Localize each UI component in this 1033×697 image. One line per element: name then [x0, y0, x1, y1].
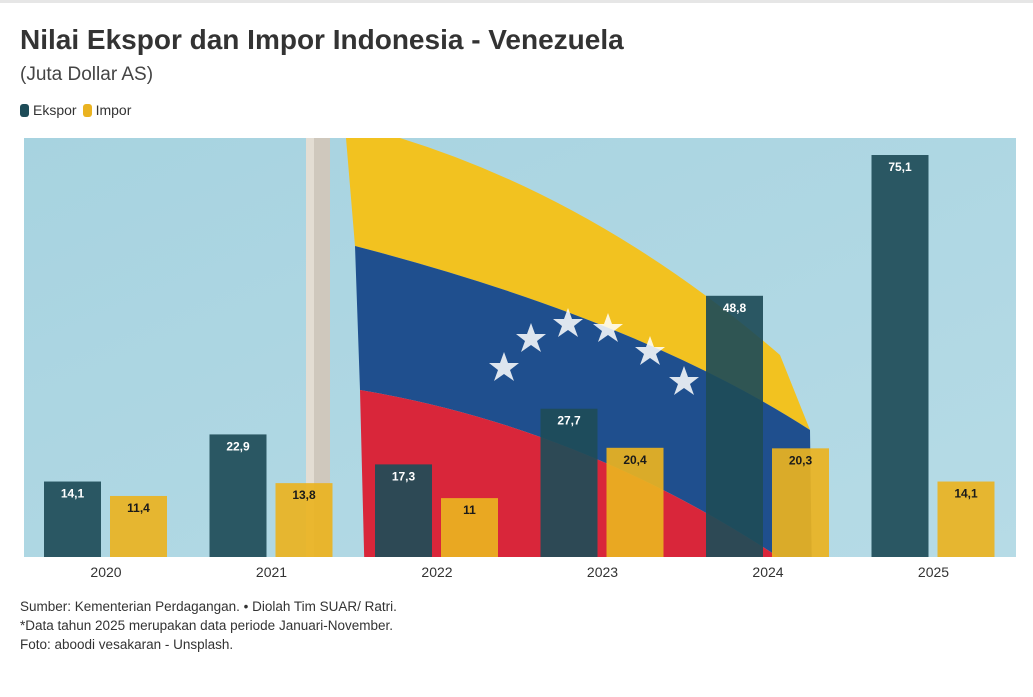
x-tick-label-2024: 2024: [752, 564, 783, 580]
bar-ekspor-2024[interactable]: [706, 295, 763, 557]
bar-impor-2020[interactable]: [110, 495, 167, 557]
data-label-impor-2022: 11: [463, 503, 476, 517]
background-photo-venezuela-flag: [24, 138, 1016, 557]
photo-credit: Foto: aboodi vesakaran - Unsplash.: [20, 637, 234, 652]
data-label-impor-2025: 14,1: [954, 487, 978, 501]
source-note: Sumber: Kementerian Perdagangan. • Diola…: [20, 599, 397, 614]
bar-ekspor-2022[interactable]: [375, 464, 432, 557]
legend-swatch-impor: [82, 103, 92, 117]
x-tick-label-2022: 2022: [421, 564, 452, 580]
data-label-impor-2024: 20,3: [789, 453, 813, 467]
x-tick-label-2021: 2021: [256, 564, 287, 580]
legend-item-ekspor[interactable]: Ekspor: [20, 102, 77, 118]
legend-label-impor: Impor: [95, 102, 132, 118]
data-label-ekspor-2020: 14,1: [61, 487, 85, 501]
footnotes: Sumber: Kementerian Perdagangan. • Diola…: [20, 597, 397, 654]
bar-ekspor-2021[interactable]: [209, 434, 267, 557]
bar-impor-2024[interactable]: [772, 448, 829, 557]
x-tick-label-2023: 2023: [587, 564, 618, 580]
bar-impor-2022[interactable]: [441, 498, 498, 557]
bar-impor-2025[interactable]: [937, 481, 995, 557]
bar-ekspor-2020[interactable]: [44, 481, 101, 557]
chart-subtitle: (Juta Dollar AS): [20, 64, 154, 85]
legend-swatch-ekspor: [20, 103, 29, 117]
data-label-ekspor-2022: 17,3: [392, 469, 416, 483]
chart-title: Nilai Ekspor dan Impor Indonesia - Venez…: [20, 24, 624, 55]
bar-ekspor-2025[interactable]: [871, 155, 929, 557]
top-divider: [0, 0, 1033, 3]
legend-item-impor[interactable]: Impor: [82, 102, 132, 118]
data-label-ekspor-2025: 75,1: [888, 160, 912, 174]
data-note: *Data tahun 2025 merupakan data periode …: [20, 618, 393, 633]
data-label-ekspor-2023: 27,7: [557, 414, 581, 428]
legend: Ekspor Impor: [20, 102, 137, 118]
x-tick-label-2020: 2020: [90, 564, 121, 580]
data-label-ekspor-2021: 22,9: [226, 439, 250, 453]
x-tick-label-2025: 2025: [918, 564, 949, 580]
bar-impor-2023[interactable]: [606, 447, 664, 557]
data-label-impor-2021: 13,8: [292, 488, 316, 502]
bar-impor-2021[interactable]: [275, 483, 333, 557]
bar-ekspor-2023[interactable]: [540, 408, 598, 557]
bar-chart: 14,1 11,4 22,9 13,8 17,3 11 27,7 20,4 48,8 20,3 75…: [24, 138, 1016, 580]
legend-label-ekspor: Ekspor: [33, 102, 77, 118]
data-label-impor-2020: 11,4: [127, 501, 150, 515]
data-label-impor-2023: 20,4: [623, 453, 647, 467]
data-label-ekspor-2024: 48,8: [723, 301, 747, 315]
